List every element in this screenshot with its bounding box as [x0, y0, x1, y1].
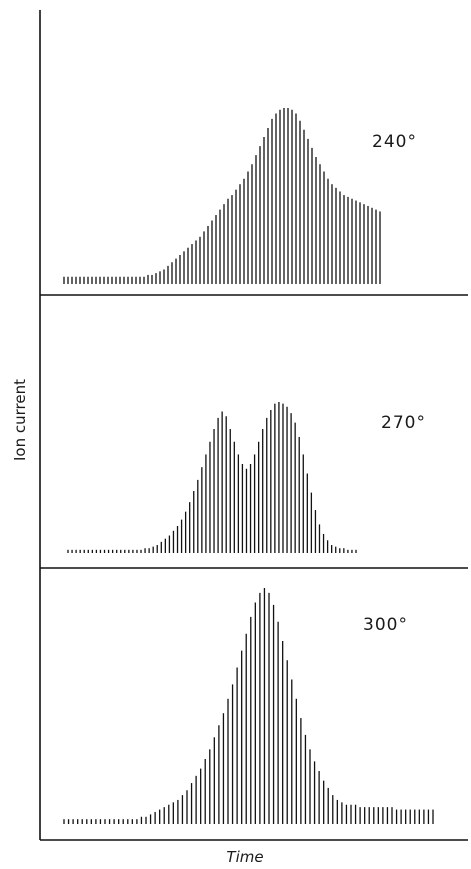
panel-270-bars — [67, 402, 357, 553]
panel-240-label: 240° — [372, 132, 417, 152]
panel-300-bars — [63, 588, 434, 824]
panel-300-label: 300° — [363, 615, 408, 635]
panel-240-bars — [63, 108, 381, 284]
x-axis-title: Time — [226, 848, 263, 866]
y-axis-title: Ion current — [11, 379, 29, 461]
panel-270-label: 270° — [381, 413, 426, 433]
